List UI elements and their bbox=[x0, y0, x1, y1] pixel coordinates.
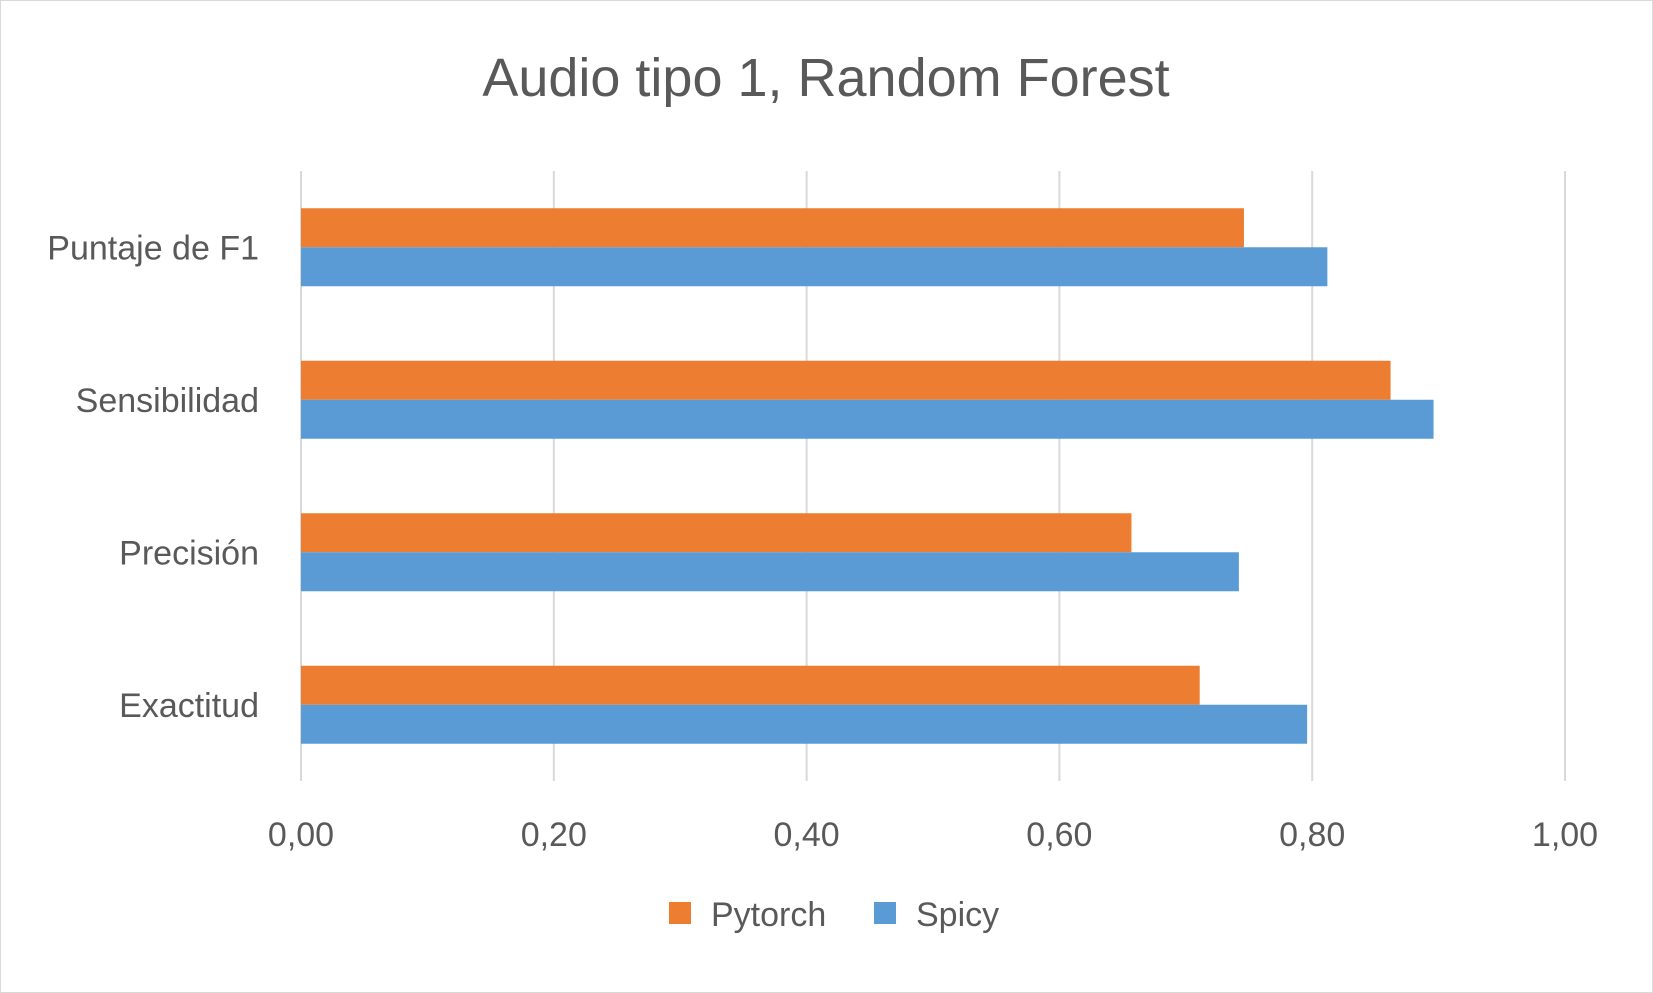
bar-spicy-0 bbox=[301, 247, 1328, 287]
category-label: Sensibilidad bbox=[76, 382, 259, 420]
legend: Pytorch Spicy bbox=[669, 896, 999, 934]
value-axis: 0,00 0,20 0,40 0,60 0,80 1,00 bbox=[268, 816, 1598, 854]
tick-label: 0,80 bbox=[1279, 816, 1345, 854]
tick-label: 0,00 bbox=[268, 816, 334, 854]
bar-pytorch-2 bbox=[301, 513, 1132, 553]
tick-label: 0,40 bbox=[774, 816, 840, 854]
category-axis: Puntaje de F1 Sensibilidad Precisión Exacti… bbox=[47, 229, 259, 725]
bars bbox=[301, 208, 1434, 744]
bar-pytorch-0 bbox=[301, 208, 1244, 248]
tick-label: 0,20 bbox=[521, 816, 587, 854]
category-label: Precisión bbox=[119, 534, 259, 572]
tick-label: 1,00 bbox=[1532, 816, 1598, 854]
legend-swatch-spicy bbox=[874, 902, 896, 924]
bar-spicy-3 bbox=[301, 704, 1308, 744]
legend-label-pytorch: Pytorch bbox=[711, 896, 826, 934]
bar-spicy-1 bbox=[301, 399, 1434, 439]
legend-label-spicy: Spicy bbox=[916, 896, 999, 934]
category-label: Puntaje de F1 bbox=[47, 229, 259, 267]
bar-pytorch-3 bbox=[301, 665, 1200, 705]
bar-pytorch-1 bbox=[301, 360, 1391, 400]
tick-label: 0,60 bbox=[1026, 816, 1092, 854]
bar-spicy-2 bbox=[301, 552, 1239, 592]
chart-title: Audio tipo 1, Random Forest bbox=[482, 48, 1169, 108]
legend-swatch-pytorch bbox=[669, 902, 691, 924]
category-label: Exactitud bbox=[119, 687, 259, 725]
